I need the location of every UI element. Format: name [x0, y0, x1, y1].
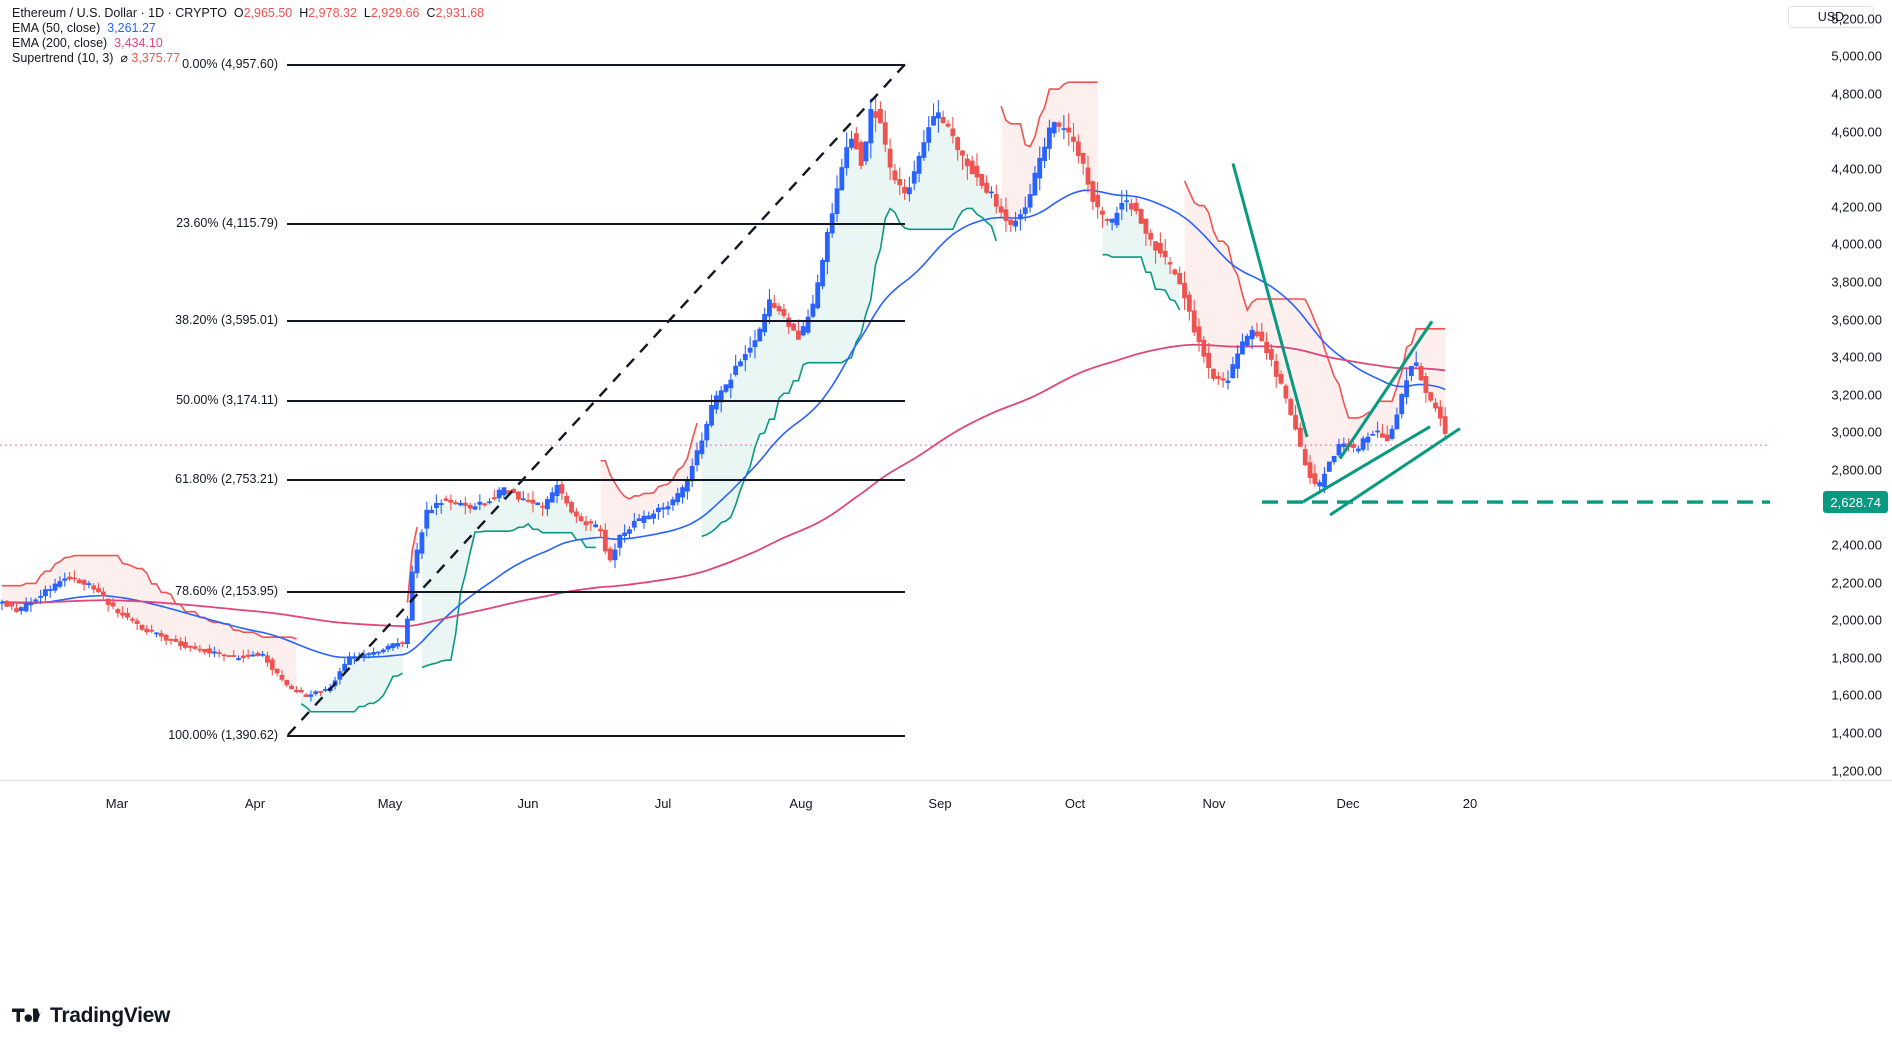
price-tick-label: 4,800.00 — [1831, 86, 1882, 102]
time-tick-label: Dec — [1336, 796, 1360, 811]
time-tick-label: Nov — [1202, 796, 1226, 811]
fib-level-line[interactable] — [287, 399, 905, 402]
time-axis[interactable]: Mar Apr May Jun Jul Aug Sep Oct Nov Dec 20 — [0, 780, 1892, 828]
time-tick-label: Sep — [928, 796, 952, 811]
time-tick-label: Aug — [789, 796, 813, 811]
tradingview-wordmark: TradingView — [50, 1004, 171, 1027]
current-price-badge: 2,628.74 — [1823, 491, 1888, 514]
ema200-value: 3,434.10 — [114, 36, 163, 50]
price-tick-label: 3,600.00 — [1831, 312, 1882, 328]
tradingview-logo: TradingView — [12, 1004, 170, 1028]
fib-level-line[interactable] — [287, 320, 905, 323]
price-tick-label: 3,800.00 — [1831, 274, 1882, 290]
ohlc-low-value: 2,929.66 — [370, 6, 420, 20]
time-tick-label: Apr — [244, 796, 266, 811]
time-tick-label: Jun — [517, 796, 539, 811]
price-tick-label: 2,200.00 — [1831, 575, 1882, 591]
legend-ema200-row[interactable]: EMA (200, close) 3,434.10 — [12, 36, 484, 51]
fib-level-line[interactable] — [287, 222, 905, 225]
ema50-label: EMA (50, close) — [12, 21, 101, 35]
price-tick-label: 5,200.00 — [1831, 11, 1882, 27]
price-tick-label: 1,600.00 — [1831, 687, 1882, 703]
price-axis[interactable]: USD 5,200.00 5,000.00 4,800.00 4,600.00 4,40… — [1770, 0, 1892, 780]
price-tick-label: 2,000.00 — [1831, 612, 1882, 628]
ohlc-high-key: H — [299, 6, 309, 20]
currency-unit-label[interactable]: USD — [1788, 6, 1874, 28]
tradingview-mark-icon — [12, 1008, 42, 1022]
ohlc-open-key: O — [233, 6, 244, 20]
fib-level-label: 50.00% (3,174.11) — [176, 392, 278, 407]
fib-level-label: 38.20% (3,595.01) — [175, 313, 278, 328]
ema200-label: EMA (200, close) — [12, 36, 108, 50]
symbol-name[interactable]: Ethereum / U.S. Dollar — [12, 6, 138, 20]
time-tick-label: 20 — [1462, 796, 1478, 811]
chart-drawing-layer — [0, 63, 1770, 736]
price-tick-label: 4,200.00 — [1831, 199, 1882, 215]
ohlc-open-value: 2,965.50 — [243, 6, 293, 20]
fib-level-line[interactable] — [287, 478, 905, 481]
fib-level-line[interactable] — [287, 734, 905, 737]
price-tick-label: 3,000.00 — [1831, 424, 1882, 440]
supertrend-label: Supertrend (10, 3) — [12, 51, 114, 65]
legend-ema50-row[interactable]: EMA (50, close) 3,261.27 — [12, 21, 484, 36]
fib-level-label: 78.60% (2,153.95) — [175, 584, 278, 599]
price-tick-label: 2,400.00 — [1831, 537, 1882, 553]
price-tick-label: 4,600.00 — [1831, 124, 1882, 140]
sep-1: · — [137, 6, 149, 20]
time-tick-label: Jul — [654, 796, 672, 811]
fib-level-line[interactable] — [287, 591, 905, 594]
price-plot[interactable]: 0.00% (4,957.60) 23.60% (4,115.79) 38.20% … — [0, 0, 1770, 780]
legend-supertrend-row[interactable]: Supertrend (10, 3) ⌀ 3,375.77 — [12, 51, 484, 66]
price-tick-label: 3,200.00 — [1831, 387, 1882, 403]
ema50-value: 3,261.27 — [107, 21, 156, 35]
ohlc-low-key: L — [363, 6, 371, 20]
time-tick-label: Oct — [1064, 796, 1086, 811]
price-tick-label: 2,800.00 — [1831, 462, 1882, 478]
fib-level-label: 100.00% (1,390.62) — [168, 727, 278, 742]
legend-symbol-row[interactable]: Ethereum / U.S. Dollar · 1D · CRYPTO O2,… — [12, 6, 484, 21]
fib-level-label: 23.60% (4,115.79) — [176, 215, 278, 230]
chart-pane[interactable]: 0.00% (4,957.60) 23.60% (4,115.79) 38.20% … — [0, 0, 1770, 1042]
fib-level-line[interactable] — [287, 64, 905, 67]
ohlc-close-key: C — [426, 6, 436, 20]
interval-label[interactable]: 1D — [148, 6, 165, 20]
price-tick-label: 4,400.00 — [1831, 161, 1882, 177]
sep-2: · — [164, 6, 176, 20]
fib-level-label: 0.00% (4,957.60) — [182, 57, 278, 72]
exchange-label: CRYPTO — [175, 6, 227, 20]
supertrend-value: 3,375.77 — [131, 51, 181, 65]
time-tick-label: Mar — [105, 796, 129, 811]
price-tick-label: 5,000.00 — [1831, 48, 1882, 64]
ohlc-close-value: 2,931.68 — [435, 6, 485, 20]
price-tick-label: 1,200.00 — [1831, 763, 1882, 779]
time-tick-label: May — [377, 796, 403, 811]
average-icon: ⌀ — [120, 51, 128, 65]
chart-legend: Ethereum / U.S. Dollar · 1D · CRYPTO O2,… — [12, 6, 484, 66]
price-tick-label: 3,400.00 — [1831, 349, 1882, 365]
price-tick-label: 1,400.00 — [1831, 725, 1882, 741]
fib-level-label: 61.80% (2,753.21) — [175, 471, 278, 486]
price-tick-label: 1,800.00 — [1831, 650, 1882, 666]
price-tick-label: 4,000.00 — [1831, 236, 1882, 252]
ohlc-high-value: 2,978.32 — [308, 6, 357, 20]
